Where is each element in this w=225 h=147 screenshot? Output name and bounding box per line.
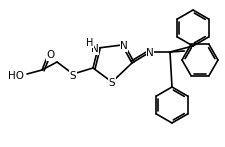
Text: N: N [91, 44, 99, 54]
Text: S: S [108, 78, 115, 88]
Text: N: N [120, 41, 127, 51]
Text: O: O [47, 50, 55, 60]
Text: H: H [86, 38, 93, 48]
Text: N: N [146, 48, 153, 58]
Text: S: S [69, 71, 76, 81]
Text: HO: HO [8, 71, 24, 81]
